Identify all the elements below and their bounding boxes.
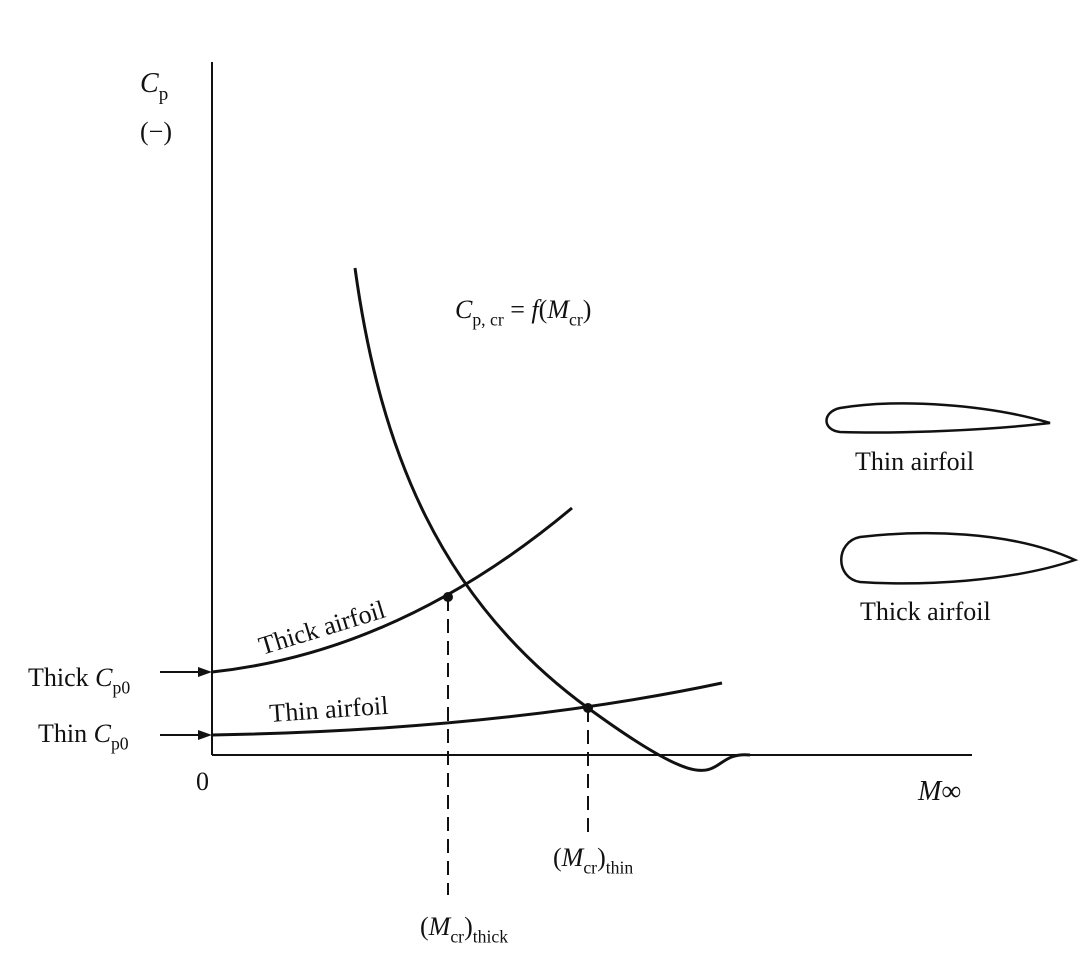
label-m-thick: (Mcr)thick (420, 912, 508, 946)
thin-curve (211, 681, 723, 737)
label-part: Thin airfoil (855, 447, 974, 476)
label-part: = (504, 295, 532, 324)
label-part: p, cr (472, 309, 504, 329)
label-part: p (159, 84, 169, 105)
label-part: ( (420, 912, 429, 941)
label-part: 0 (196, 767, 209, 796)
label-part: Thin (38, 719, 94, 748)
label-part: thick (473, 926, 508, 946)
label-part: C (140, 68, 159, 99)
label-part: M (546, 295, 570, 324)
label-formula: Cp, cr = f(Mcr) (455, 295, 591, 329)
label-part: Thick (28, 663, 95, 692)
label-part: (−) (140, 117, 172, 146)
label-legend-thick: Thick airfoil (860, 597, 991, 626)
label-part: ) (583, 295, 592, 324)
label-part: ( (539, 295, 548, 324)
label-part: ) (464, 912, 473, 941)
label-part: thin (606, 857, 634, 877)
label-part: p0 (111, 733, 129, 753)
label-part: C (95, 663, 113, 692)
label-part: Thick airfoil (860, 597, 991, 626)
arrowhead-thin (198, 730, 212, 740)
label-part: f (531, 295, 542, 324)
label-part: C (94, 719, 112, 748)
arrowhead-thick (198, 667, 212, 677)
label-thin-cp0: Thin Cp0 (38, 719, 129, 753)
label-part: ( (553, 843, 562, 872)
label-part: ∞ (941, 776, 961, 807)
label-legend-thin: Thin airfoil (855, 447, 974, 476)
label-origin: 0 (196, 767, 209, 796)
label-part: p0 (113, 677, 131, 697)
thin-airfoil-shape (825, 402, 1051, 434)
label-part: cr (450, 926, 464, 946)
label-m-thin: (Mcr)thin (553, 843, 633, 877)
label-part: M (917, 776, 943, 807)
label-part: C (455, 295, 473, 324)
label-y-axis: Cp (140, 68, 168, 105)
label-x-axis: M∞ (917, 776, 961, 807)
label-part: M (561, 843, 585, 872)
critical-curve (353, 267, 751, 772)
thick-airfoil-shape (840, 531, 1079, 585)
label-part: cr (583, 857, 597, 877)
label-y-unit: (−) (140, 117, 172, 146)
label-thick-cp0: Thick Cp0 (28, 663, 130, 697)
label-part: M (428, 912, 452, 941)
thick-curve (211, 506, 573, 674)
label-part: ) (597, 843, 606, 872)
label-part: cr (569, 309, 583, 329)
